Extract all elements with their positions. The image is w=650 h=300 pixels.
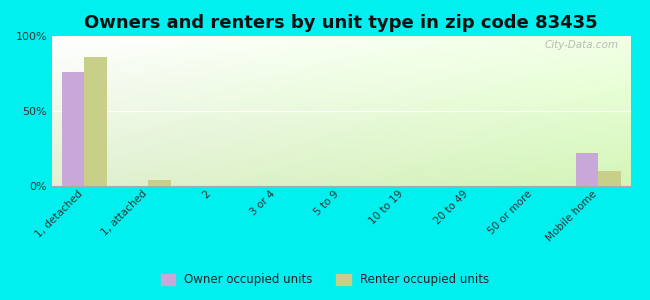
Bar	[148, 180, 171, 186]
Legend: Owner occupied units, Renter occupied units: Owner occupied units, Renter occupied un…	[156, 269, 494, 291]
Bar	[576, 153, 599, 186]
Bar	[84, 57, 107, 186]
Bar	[599, 171, 621, 186]
Text: City-Data.com: City-Data.com	[545, 40, 619, 50]
Bar	[62, 72, 84, 186]
Title: Owners and renters by unit type in zip code 83435: Owners and renters by unit type in zip c…	[84, 14, 598, 32]
